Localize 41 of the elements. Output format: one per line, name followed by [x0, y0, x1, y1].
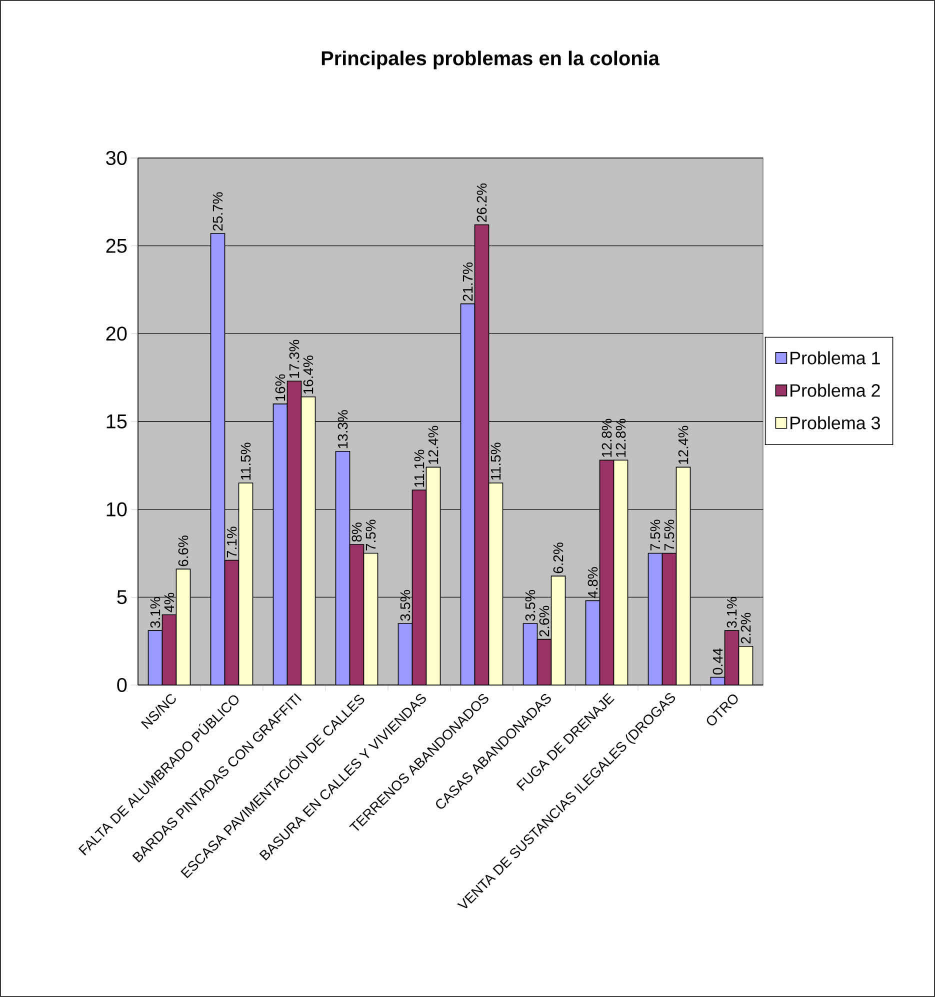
- y-tick-label: 25: [106, 238, 127, 253]
- data-label: 2.2%: [740, 612, 751, 644]
- y-tick-label: 0: [117, 678, 127, 692]
- data-label: 3.5%: [525, 590, 536, 621]
- legend-label: Problema 1: [790, 351, 880, 364]
- data-label: 6.6%: [178, 536, 188, 566]
- data-label: 16.4%: [303, 356, 314, 394]
- y-tick-label: 5: [117, 590, 127, 604]
- data-label: 21.7%: [462, 262, 473, 301]
- data-label: 11.1%: [414, 450, 424, 487]
- y-tick-label: 15: [106, 414, 127, 428]
- data-label: 25.7%: [212, 192, 223, 231]
- y-tick-label: 10: [106, 502, 127, 516]
- data-label: 3.1%: [150, 597, 160, 628]
- data-label: 12.4%: [678, 426, 688, 464]
- data-label: 7.5%: [650, 520, 660, 550]
- data-label: 11.5%: [240, 442, 251, 480]
- data-label: 6.2%: [553, 542, 564, 574]
- y-tick-label: 30: [106, 150, 127, 166]
- data-label: 4%: [164, 592, 174, 612]
- data-label: 11.5%: [490, 442, 501, 480]
- data-label: 12.4%: [428, 426, 438, 464]
- y-tick-label: 20: [106, 326, 127, 341]
- data-label: 7.5%: [366, 520, 376, 550]
- data-label: 12.8%: [602, 418, 612, 457]
- data-label: 13.3%: [338, 410, 348, 448]
- data-label: 3.1%: [726, 597, 737, 628]
- data-label: 17.3%: [289, 340, 300, 378]
- data-label: 26.2%: [476, 184, 487, 222]
- data-label: 7.1%: [226, 526, 237, 558]
- data-label: 3.5%: [400, 590, 410, 621]
- legend-label: Problema 2: [790, 384, 880, 397]
- data-label: 4.8%: [588, 567, 598, 598]
- data-label: 2.6%: [539, 606, 550, 636]
- data-label: 8%: [352, 522, 362, 542]
- chart-title: Principales problemas en la colonia: [322, 50, 660, 70]
- data-label: 16%: [275, 374, 286, 401]
- data-label: 12.8%: [616, 418, 626, 457]
- data-label: 0.44: [712, 648, 723, 675]
- data-label: 7.5%: [664, 520, 674, 550]
- legend-label: Problema 3: [790, 416, 880, 430]
